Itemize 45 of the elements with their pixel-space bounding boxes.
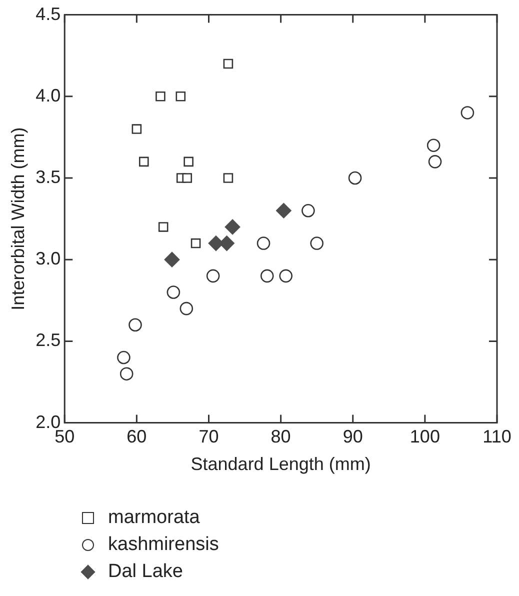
y-tick-label: 3.5: [36, 166, 61, 187]
legend-label: marmorata: [108, 506, 200, 528]
x-tick-label: 90: [342, 426, 363, 447]
legend-label: Dal Lake: [108, 560, 183, 582]
point: [206, 269, 220, 283]
point: [310, 236, 324, 250]
y-tick-label: 3.0: [36, 248, 61, 269]
point: [139, 156, 149, 167]
point: [156, 92, 166, 102]
point: [180, 302, 194, 316]
point: [223, 58, 234, 69]
point: [460, 106, 474, 120]
point: [279, 269, 293, 283]
point: [184, 156, 194, 167]
point: [128, 318, 142, 332]
point: [219, 236, 234, 251]
point: [348, 171, 362, 185]
x-tick-label: 80: [270, 426, 291, 447]
y-axis-title: Interorbital Width (mm): [8, 127, 28, 310]
point: [260, 269, 274, 283]
point: [166, 286, 180, 299]
point: [256, 236, 270, 250]
point: [120, 367, 134, 380]
x-tick-label: 60: [126, 426, 147, 447]
point: [164, 252, 180, 268]
legend-label: kashmirensis: [108, 534, 219, 556]
point: [223, 173, 234, 183]
x-tick-label: 100: [410, 426, 440, 447]
point: [276, 202, 292, 218]
point: [132, 124, 142, 134]
point: [428, 155, 442, 168]
point: [224, 219, 240, 235]
point: [182, 173, 192, 183]
x-axis-title: Standard Length (mm): [190, 454, 371, 474]
y-tick-label: 2.5: [36, 330, 61, 350]
point: [426, 138, 440, 152]
x-tick-label: 110: [482, 426, 512, 447]
y-tick-label: 4.0: [36, 85, 61, 106]
point: [158, 222, 168, 232]
point: [190, 238, 201, 248]
x-tick-label: 70: [198, 426, 219, 447]
y-tick-label: 4.5: [36, 4, 61, 24]
point: [176, 92, 186, 102]
point: [302, 204, 315, 218]
point: [117, 350, 130, 364]
